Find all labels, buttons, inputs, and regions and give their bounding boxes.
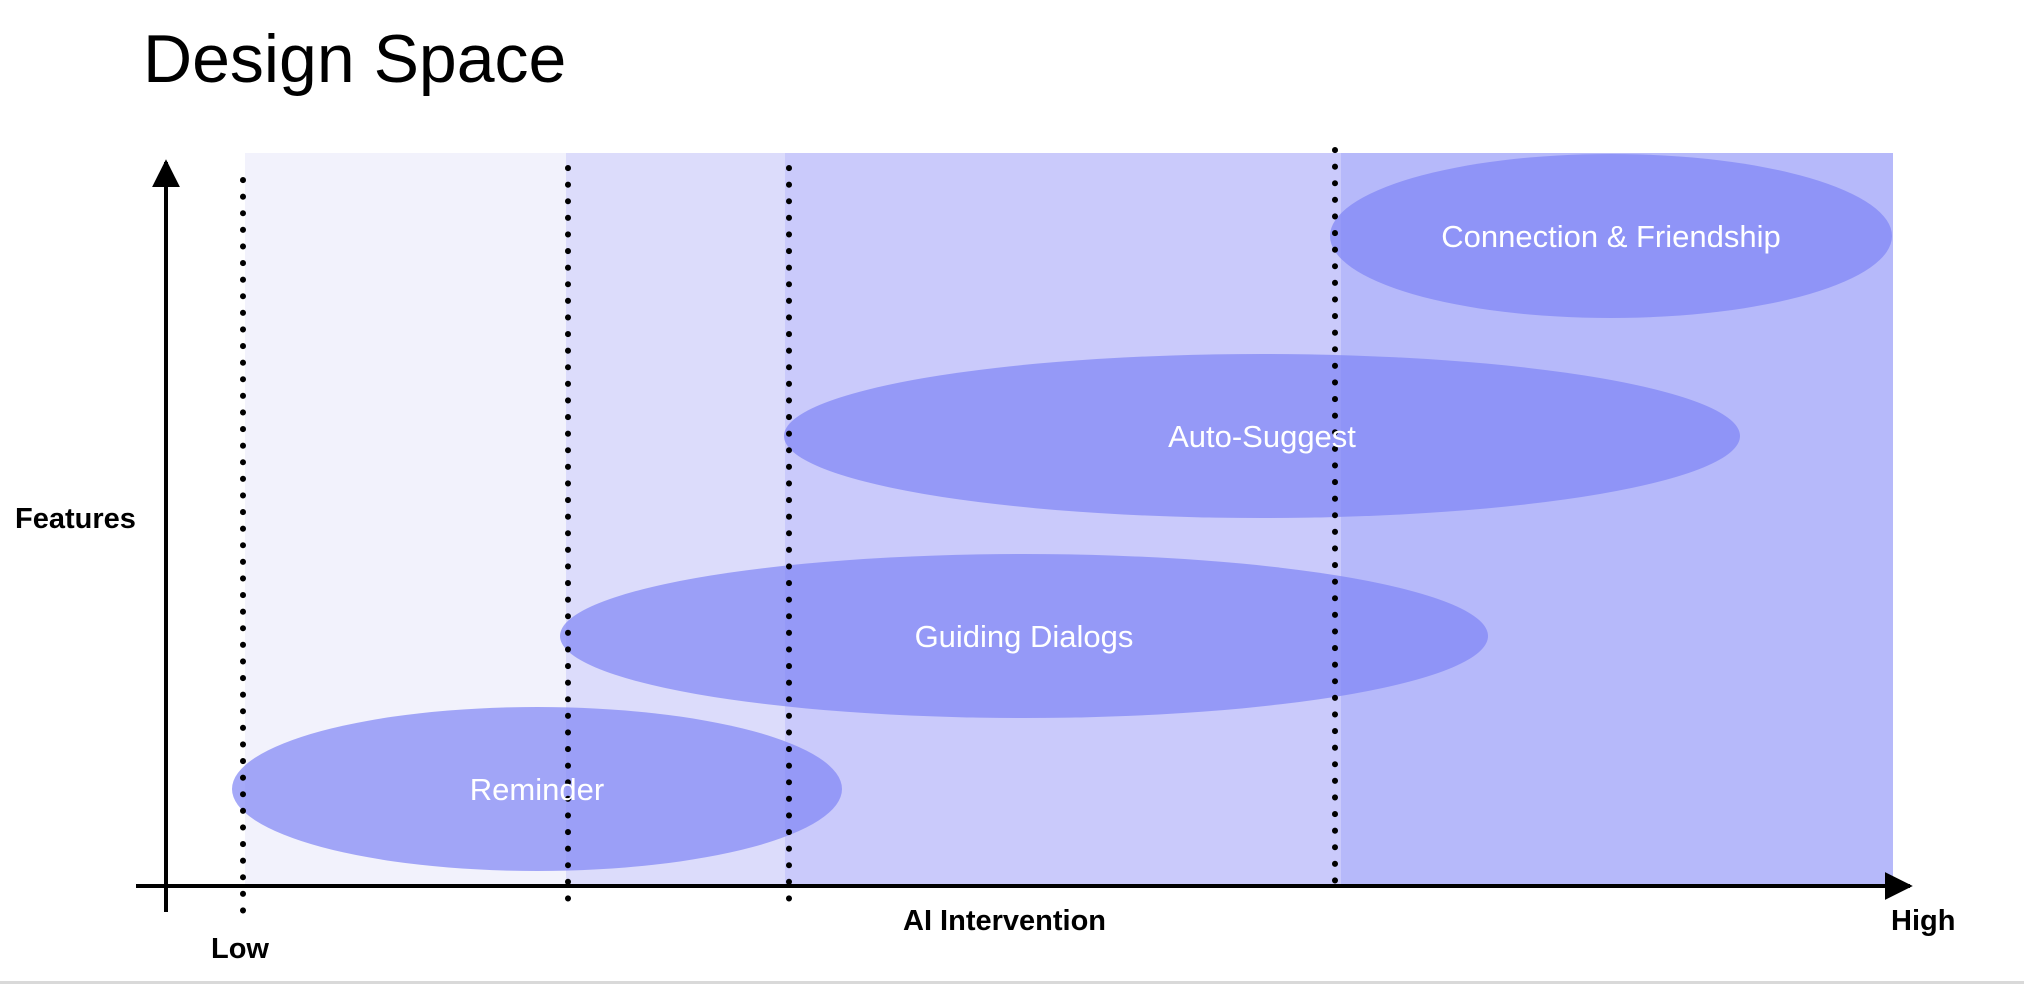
- feature-label-reminder: Reminder: [470, 772, 604, 807]
- page-title: Design Space: [143, 21, 567, 97]
- connection-friendship-ellipse: [1330, 154, 1892, 318]
- slide-bottom-divider: [0, 981, 2024, 984]
- reminder-ellipse: [232, 707, 842, 871]
- y-axis-label: Features: [15, 503, 136, 535]
- x-axis-low-label: Low: [211, 933, 269, 965]
- x-axis-high-label: High: [1891, 905, 1956, 937]
- band-mid: [785, 153, 1341, 886]
- x-axis-label: AI Intervention: [903, 905, 1107, 937]
- guiding-dialogs-ellipse: [560, 554, 1488, 718]
- feature-label-connection-friendship: Connection & Friendship: [1441, 219, 1780, 254]
- feature-label-auto-suggest: Auto-Suggest: [1168, 419, 1356, 454]
- feature-label-guiding-dialogs: Guiding Dialogs: [915, 619, 1134, 654]
- auto-suggest-ellipse: [784, 354, 1740, 518]
